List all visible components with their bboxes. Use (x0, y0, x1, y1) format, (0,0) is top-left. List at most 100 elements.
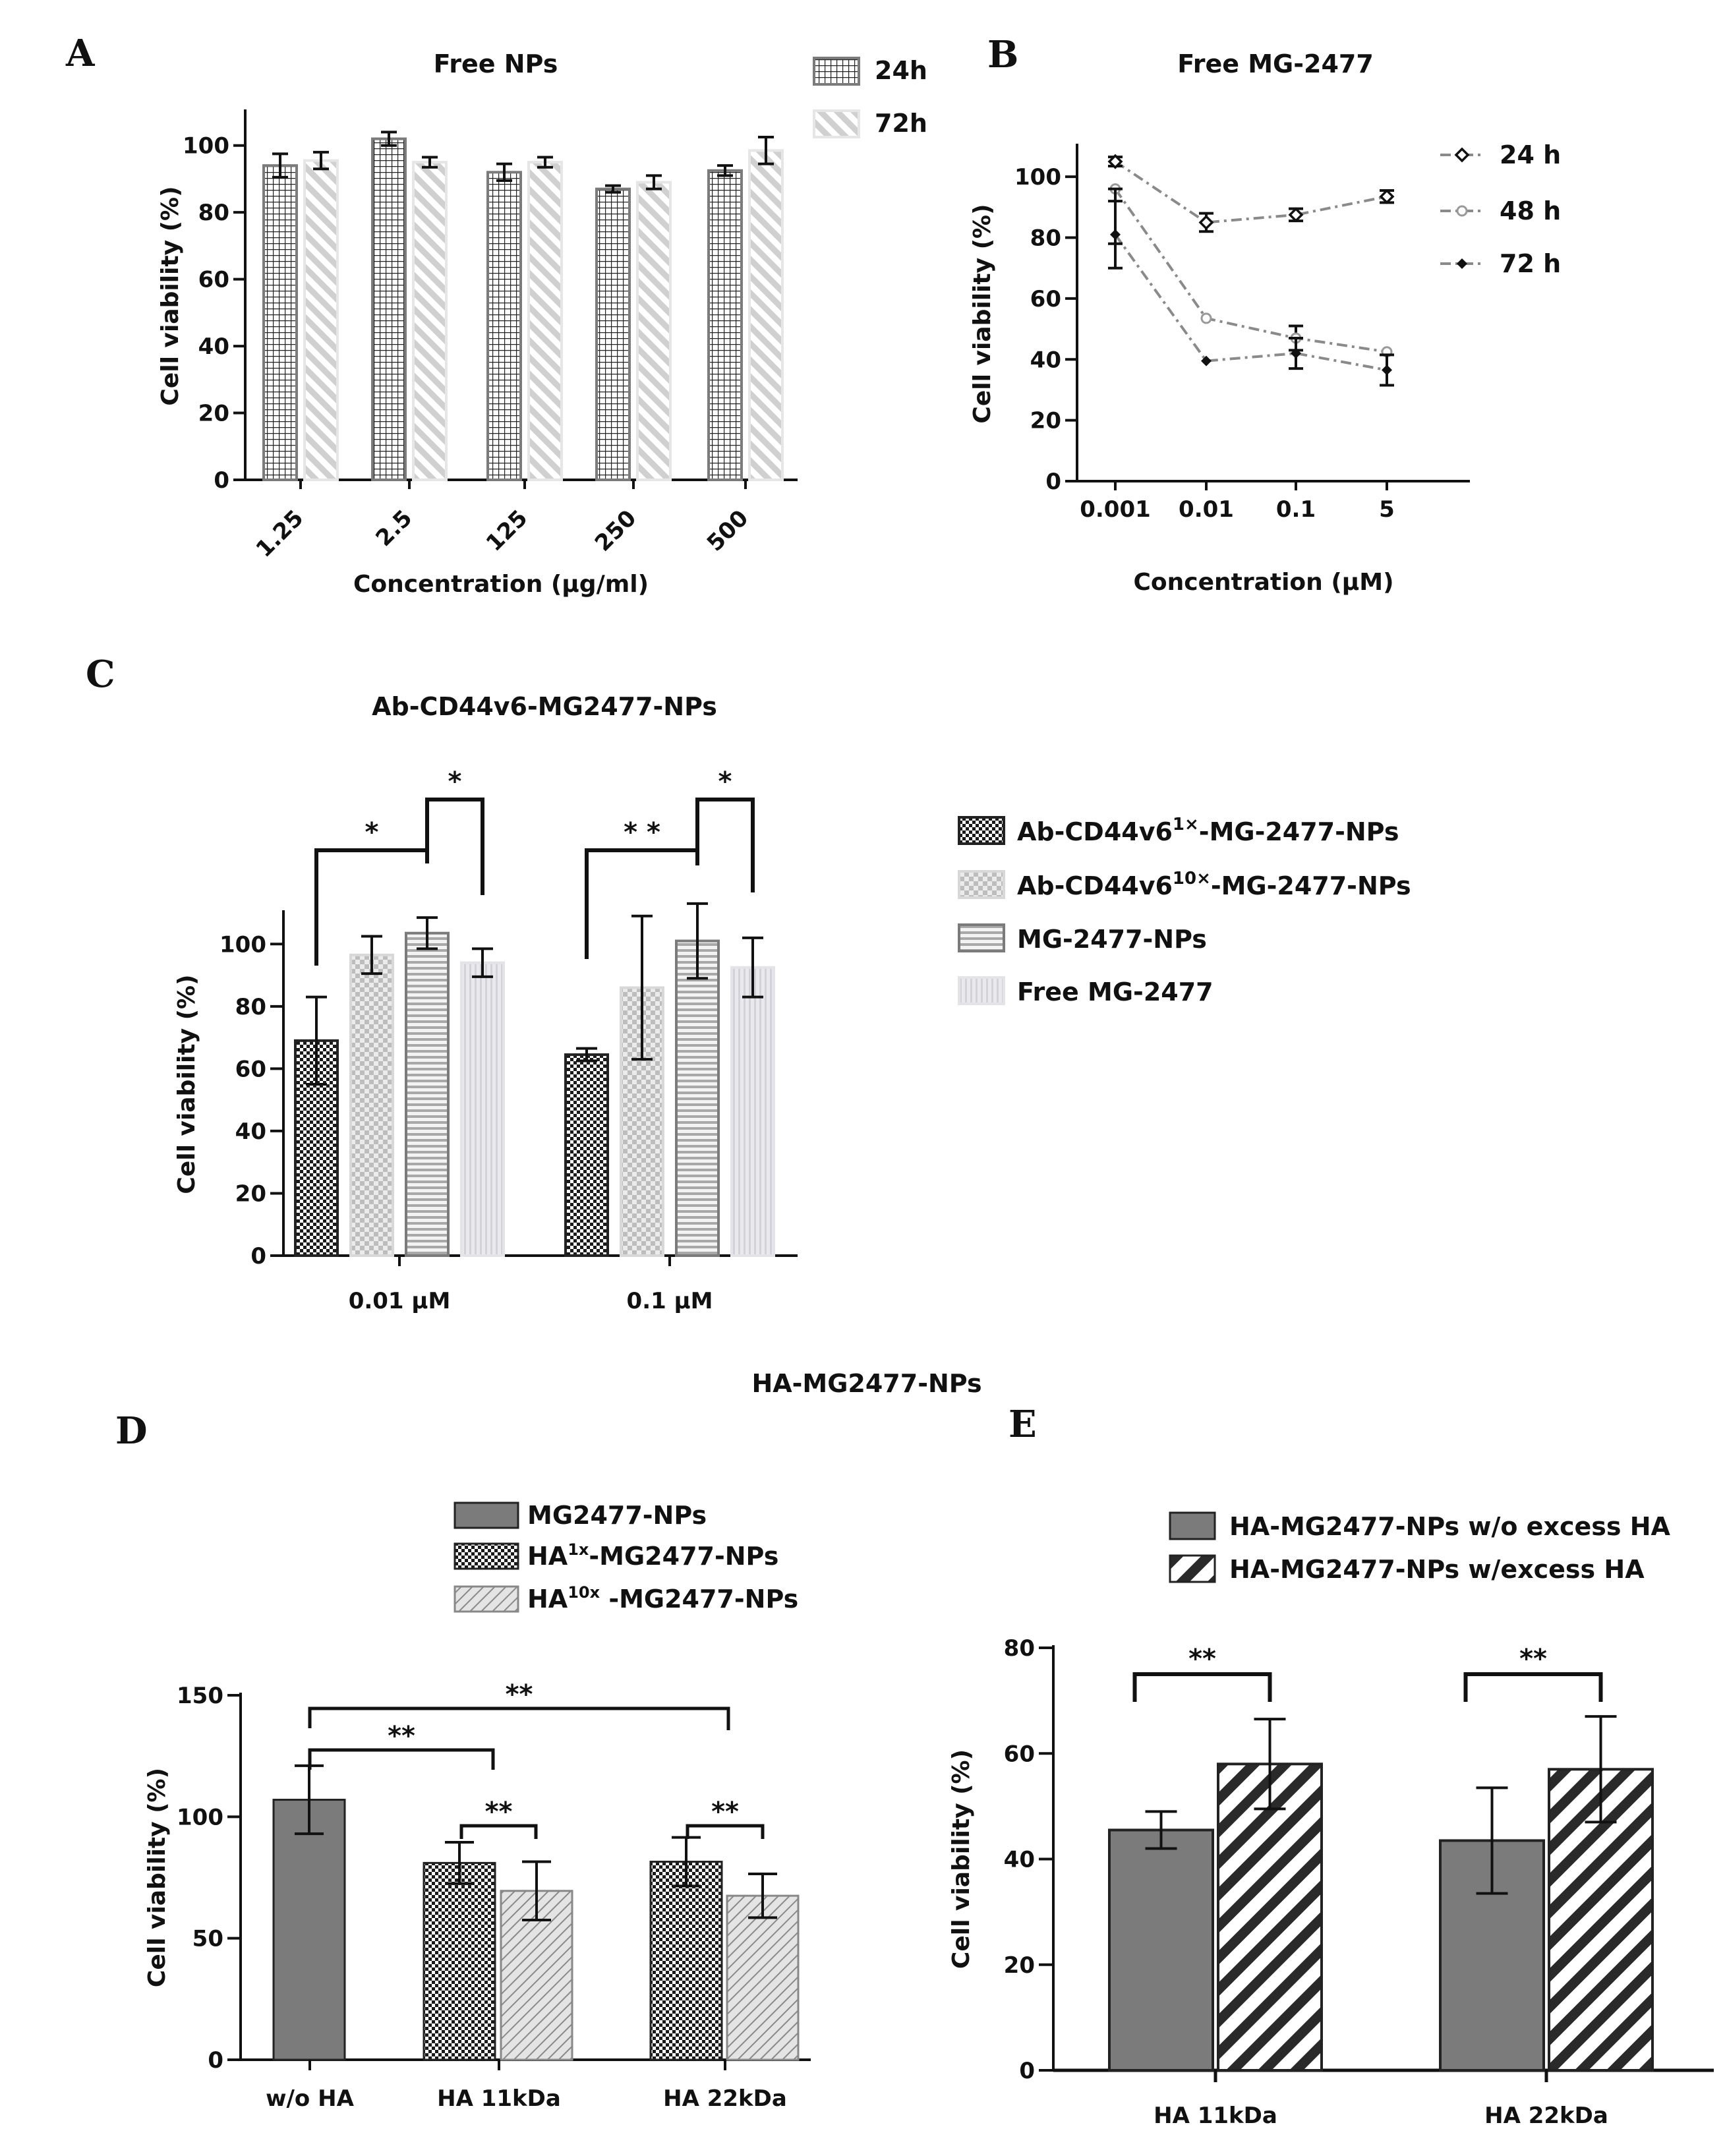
x-tick-label: 0.1 µM (627, 1288, 713, 1314)
panel-d: 0 50 100 150 Cell viability (%) w/o HA HA 11kD… (144, 1501, 811, 2112)
significance-label: ** (485, 1797, 513, 1827)
x-tick-label: 0.1 (1276, 496, 1316, 523)
data-point (1288, 207, 1304, 223)
legend-label-main: Free MG-2477 (1017, 977, 1213, 1006)
panel-letter-a: A (65, 32, 96, 75)
x-tick-label: 0.01 (1179, 496, 1234, 523)
legend-swatch (958, 816, 1005, 845)
legend-marker (1454, 147, 1470, 163)
y-tick-label: 80 (1004, 1635, 1035, 1662)
legend-label-superscript: 1× (1173, 815, 1199, 834)
significance-label: ** (711, 1797, 739, 1827)
legend-label-main: MG2477-NPs (527, 1501, 707, 1530)
chart-title: Free NPs (434, 49, 558, 78)
legend-label-main: HA (527, 1585, 568, 1614)
y-tick-label: 100 (177, 1804, 223, 1830)
x-tick-label: 2.5 (370, 505, 417, 552)
x-tick-label: 0.01 µM (349, 1288, 451, 1314)
significance-bracket (1132, 1672, 1272, 1702)
bar (405, 931, 450, 1258)
bar (730, 966, 775, 1258)
y-axis-label: Cell viability (%) (157, 186, 184, 405)
legend-label: MG-2477-NPs (1017, 925, 1207, 954)
y-tick-label: 100 (183, 133, 229, 160)
y-axis-label: Cell viability (%) (144, 1768, 171, 1987)
significance-label: * (365, 817, 379, 848)
y-axis-label: Cell viability (%) (948, 1749, 975, 1969)
significance-bracket (308, 1748, 495, 1770)
bar (649, 1861, 723, 2061)
y-tick-label: 20 (198, 401, 229, 427)
y-axis-label: Cell viability (%) (969, 204, 996, 423)
x-tick-label: HA 22kDa (663, 2085, 787, 2112)
x-tick-label: 500 (702, 505, 753, 556)
data-point (1198, 214, 1214, 230)
x-tick-label: 125 (481, 505, 533, 556)
y-tick-label: 0 (1019, 2058, 1035, 2084)
significance-label: * (718, 767, 732, 797)
y-tick-label: 60 (235, 1056, 266, 1082)
bar (527, 161, 563, 481)
legend-label: HA10x -MG2477-NPs (527, 1583, 798, 1614)
legend-swatch (453, 1501, 519, 1529)
y-tick-label: 80 (198, 200, 229, 226)
legend-label: 48 h (1500, 196, 1561, 225)
legend-label-superscript: 10× (1173, 869, 1211, 889)
panel-a: Free NPs 0 20 40 60 80 100 Cell viability (%) 1.… (157, 49, 927, 598)
legend-swatch (1169, 1511, 1216, 1540)
legend-swatch (453, 1542, 519, 1570)
chart-title: Free MG-2477 (1177, 49, 1374, 78)
y-tick-label: 20 (1004, 1952, 1035, 1979)
legend-swatch (958, 976, 1005, 1005)
legend-swatch (813, 57, 860, 86)
legend-label: Free MG-2477 (1017, 977, 1213, 1006)
significance-label: ** (1519, 1644, 1547, 1674)
section-title: HA-MG2477-NPs (751, 1369, 981, 1398)
y-tick-label: 60 (198, 267, 229, 293)
significance-label: ** (1188, 1644, 1216, 1674)
data-point (1200, 312, 1212, 324)
bar (748, 149, 784, 481)
legend-label-rest: -MG2477-NPs (600, 1585, 798, 1614)
legend-label-main: MG-2477-NPs (1017, 925, 1207, 954)
legend-label: 24h (875, 56, 927, 85)
x-tick-label: w/o HA (266, 2085, 354, 2112)
significance-label: ** (388, 1721, 415, 1751)
y-tick-label: 20 (1030, 408, 1061, 434)
legend-label: MG2477-NPs (527, 1501, 707, 1530)
y-tick-label: 40 (198, 334, 229, 360)
bar (726, 1894, 800, 2061)
bar (1108, 1828, 1214, 2072)
y-axis-label: Cell viability (%) (173, 974, 200, 1194)
legend-swatch (1169, 1554, 1216, 1583)
y-tick-label: 0 (214, 467, 229, 494)
x-tick-label: HA 11kDa (1154, 2103, 1277, 2129)
legend-swatch (958, 870, 1005, 899)
panel-letter-e: E (1009, 1403, 1037, 1446)
series-line (1114, 188, 1388, 353)
y-tick-label: 80 (1030, 225, 1061, 252)
bar (707, 169, 743, 481)
bar (595, 187, 631, 481)
panel-e: 0 20 40 60 80 Cell viability (%) HA 11kDa HA 22… (948, 1511, 1714, 2129)
legend-label: HA1x-MG2477-NPs (527, 1540, 778, 1571)
series-line (1114, 233, 1388, 372)
legend-label-rest: -MG-2477-NPs (1199, 817, 1399, 846)
legend-swatch (958, 923, 1005, 952)
y-tick-label: 60 (1030, 286, 1061, 312)
y-tick-label: 40 (1030, 347, 1061, 373)
legend-label: Ab-CD44v61×-MG-2477-NPs (1017, 815, 1399, 846)
significance-label: * * (624, 817, 660, 848)
y-tick-label: 20 (235, 1180, 266, 1207)
legend-marker (1457, 258, 1467, 269)
x-tick-label: 250 (590, 505, 641, 556)
panel-b: Free MG-2477 0 20 40 60 80 100 Cell viability (… (969, 49, 1561, 596)
significance-bracket (308, 1706, 730, 1730)
y-tick-label: 50 (192, 1926, 223, 1952)
bar (262, 164, 298, 481)
significance-bracket (459, 1824, 538, 1839)
legend-label: HA-MG2477-NPs w/excess HA (1229, 1555, 1645, 1584)
legend-label-superscript: 1x (568, 1540, 589, 1559)
bar (675, 939, 720, 1257)
